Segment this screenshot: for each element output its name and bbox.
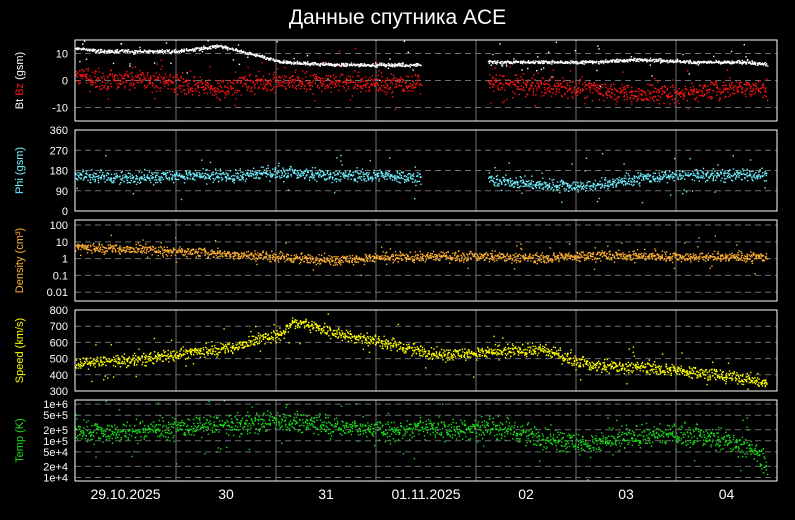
ytick-label-temp-6: 1e+4: [43, 472, 68, 484]
ylabel-part-temp-0: Temp (K): [14, 418, 26, 463]
ytick-label-phi-3: 90: [56, 186, 68, 198]
ytick-label-phi-2: 180: [50, 166, 68, 178]
xtick-label-4: 02: [518, 486, 534, 502]
xtick-label-3: 01.11.2025: [391, 486, 460, 502]
ytick-label-bz-0: 10: [56, 49, 68, 61]
panel-frame-bz: [74, 39, 778, 122]
ytick-label-temp-0: 1e+6: [43, 399, 68, 411]
series-bz-bz: [75, 48, 769, 111]
series-phi-phi: [74, 153, 768, 204]
series-bz-bt: [75, 40, 769, 88]
ylabel-part-density-0: Density (cm³): [14, 228, 26, 293]
ytick-label-temp-2: 2e+5: [43, 425, 68, 437]
ytick-label-speed-3: 500: [50, 354, 68, 366]
panel-frame-phi: [74, 129, 778, 212]
ytick-label-temp-5: 2e+4: [43, 461, 68, 473]
ytick-label-density-3: 0.1: [53, 270, 68, 282]
series-speed-speed: [74, 313, 768, 390]
panel-frame-density: [74, 219, 778, 302]
ytick-label-density-2: 1: [62, 254, 68, 266]
chart-title: Данные спутника ACE: [288, 6, 507, 29]
series-density-density: [75, 234, 769, 276]
ylabel-part-bz-0: Bt: [14, 99, 26, 109]
ytick-label-speed-0: 800: [50, 305, 68, 317]
ytick-label-phi-0: 360: [50, 125, 68, 137]
ylabel-part-bz-1: Bz: [14, 83, 26, 99]
ylabel-bz: Bt Bz (gsm): [14, 52, 26, 109]
ytick-label-speed-4: 400: [50, 370, 68, 382]
ytick-label-phi-1: 270: [50, 145, 68, 157]
ylabel-part-phi-0: Phi (gsm): [14, 147, 26, 194]
ylabel-part-speed-0: Speed (km/s): [14, 318, 26, 383]
ytick-label-temp-3: 1e+5: [43, 436, 68, 448]
ytick-label-temp-1: 5e+5: [43, 410, 68, 422]
ytick-label-bz-1: 0: [62, 76, 68, 88]
ytick-label-speed-1: 700: [50, 321, 68, 333]
ytick-label-temp-4: 5e+4: [43, 447, 68, 459]
xtick-label-0: 29.10.2025: [90, 486, 160, 502]
panel-frame-temp: [74, 399, 778, 482]
ylabel-speed: Speed (km/s): [14, 318, 26, 383]
panel-frame-speed: [74, 309, 778, 392]
series-temp-temp: [75, 400, 769, 481]
xtick-label-1: 30: [218, 486, 234, 502]
xtick-label-6: 04: [719, 486, 735, 502]
ytick-label-speed-5: 300: [50, 386, 68, 398]
ytick-label-phi-4: 0: [62, 206, 68, 218]
ylabel-part-bz-2: (gsm): [14, 52, 26, 83]
ylabel-phi: Phi (gsm): [14, 147, 26, 194]
xtick-label-2: 31: [318, 486, 334, 502]
ylabel-temp: Temp (K): [14, 418, 26, 463]
ytick-label-bz-2: -10: [52, 103, 68, 115]
ylabel-density: Density (cm³): [14, 228, 26, 293]
xtick-label-5: 03: [618, 486, 634, 502]
ytick-label-density-0: 100: [50, 220, 68, 232]
ytick-label-density-4: 0.01: [47, 287, 68, 299]
ytick-label-density-1: 10: [56, 237, 68, 249]
ytick-label-speed-2: 600: [50, 337, 68, 349]
